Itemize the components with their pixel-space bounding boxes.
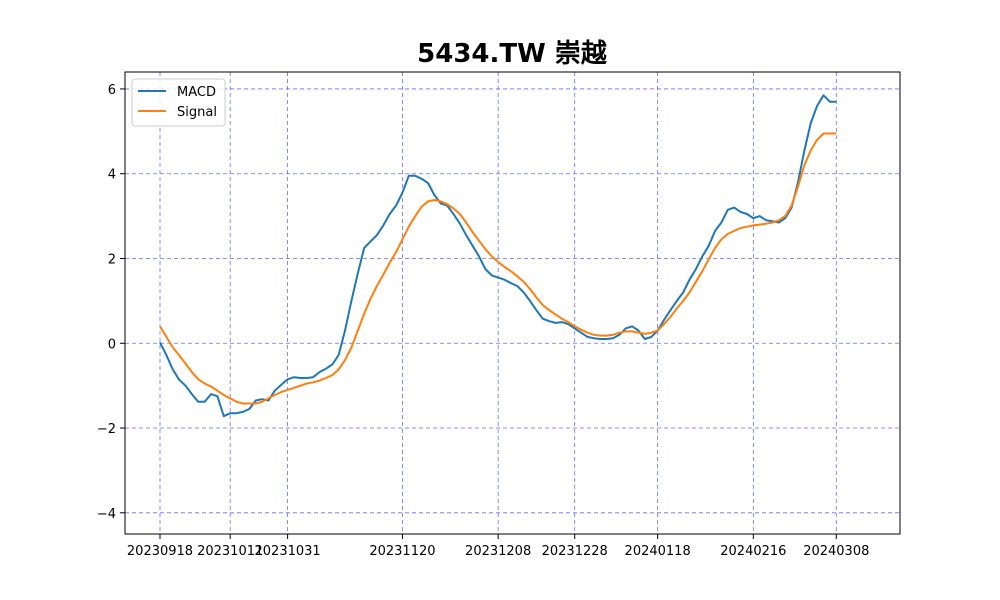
series-lines: [159, 94, 837, 418]
y-tick-label: 2: [108, 252, 116, 267]
y-tick-label: 4: [108, 168, 116, 183]
x-tick-label: 20240216: [720, 544, 786, 559]
y-tick-label: 6: [108, 83, 116, 98]
x-tick-label: 20231208: [465, 544, 531, 559]
x-tick-label: 20231031: [255, 544, 321, 559]
series-line-macd: [159, 94, 837, 418]
x-tick-label: 20231228: [542, 544, 608, 559]
legend-label: MACD: [177, 85, 216, 100]
y-tick-label: −2: [97, 422, 116, 437]
x-tick-label: 20231120: [369, 544, 435, 559]
grid-lines: [125, 72, 900, 534]
legend: MACD Signal: [131, 78, 226, 127]
legend-label: Signal: [177, 105, 217, 120]
y-tick-label: 0: [108, 337, 116, 352]
series-line-signal: [159, 132, 837, 405]
x-tick-label: 20240308: [803, 544, 869, 559]
y-tick-label: −4: [97, 507, 116, 522]
x-tick-label: 20230918: [127, 544, 193, 559]
chart-title: 5434.TW 崇越: [417, 39, 608, 69]
x-tick-label: 20231011: [197, 544, 263, 559]
x-tick-label: 20240118: [625, 544, 691, 559]
plot-frame: [124, 71, 901, 535]
